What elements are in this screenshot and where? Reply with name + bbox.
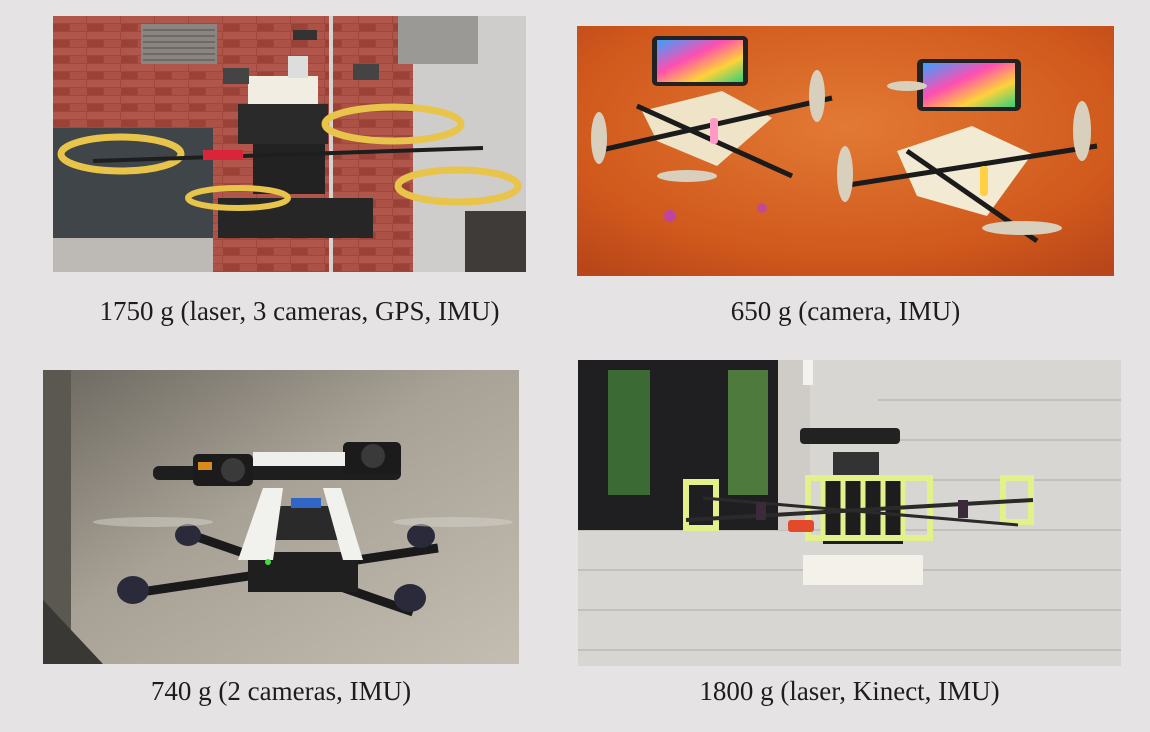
panel-caption-2: 650 g (camera, IMU) xyxy=(730,296,961,326)
quadrotor-laser-cameras-gps-photo xyxy=(53,16,526,272)
panel-caption-3: 740 g (2 cameras, IMU) xyxy=(150,676,412,706)
stereo-camera-quadrotor-photo xyxy=(43,370,519,664)
panel-caption-1: 1750 g (laser, 3 cameras, GPS, IMU) xyxy=(99,296,500,326)
panel-caption-4: 1800 g (laser, Kinect, IMU) xyxy=(699,676,1000,706)
smartphone-quadrotors-photo xyxy=(577,26,1114,276)
kinect-laser-quadrotor-photo xyxy=(578,360,1121,666)
